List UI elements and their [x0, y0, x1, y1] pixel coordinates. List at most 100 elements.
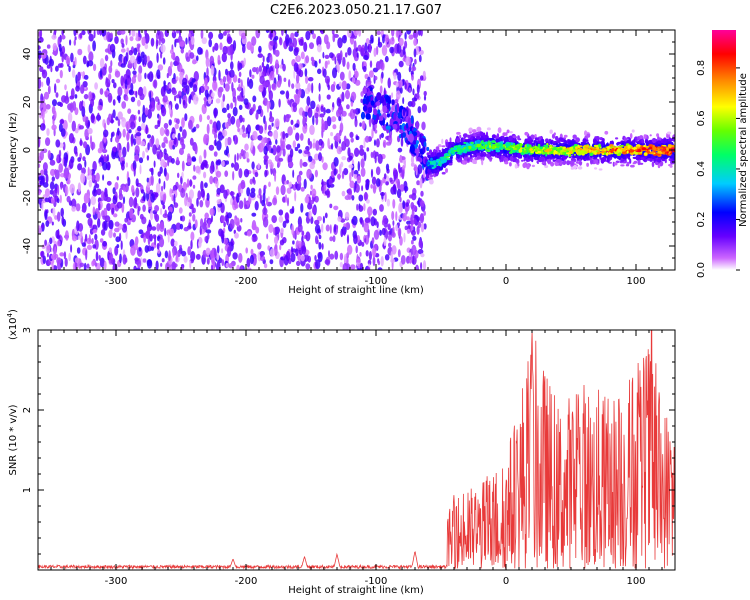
heatmap-cell	[83, 262, 87, 270]
heatmap-cell	[309, 200, 314, 205]
heatmap-cell	[517, 152, 522, 159]
heatmap-cell	[631, 129, 635, 133]
heatmap-cell	[118, 149, 122, 158]
heatmap-cell	[406, 216, 410, 221]
heatmap-cell	[65, 55, 71, 65]
heatmap-cell	[149, 90, 152, 102]
heatmap-cell	[273, 129, 279, 141]
heatmap-cell	[133, 47, 138, 56]
heatmap-cell	[153, 160, 156, 168]
heatmap-cell	[274, 226, 280, 235]
heatmap-cell	[261, 199, 265, 207]
heatmap-cell	[131, 185, 135, 194]
heatmap-cell	[382, 105, 388, 114]
heatmap-cell	[92, 229, 98, 234]
heatmap-cell	[259, 252, 264, 258]
heatmap-cell	[499, 151, 502, 157]
heatmap-cell	[250, 248, 254, 256]
heatmap-cell	[307, 83, 312, 92]
heatmap-cell	[582, 138, 587, 143]
heatmap-cell	[362, 98, 366, 105]
heatmap-cell	[190, 36, 195, 45]
heatmap-cell	[103, 260, 107, 270]
heatmap-cell	[413, 48, 417, 58]
heatmap-cell	[112, 264, 116, 270]
heatmap-cell	[246, 41, 252, 51]
heatmap-cell	[295, 248, 299, 257]
heatmap-cell	[91, 238, 94, 245]
heatmap-cell	[233, 200, 236, 206]
heatmap-cell	[227, 136, 232, 146]
heatmap-cell	[293, 94, 297, 100]
heatmap-cell	[192, 59, 197, 65]
heatmap-cell	[333, 205, 339, 211]
heatmap-cell	[118, 193, 124, 201]
heatmap-cell	[586, 133, 591, 138]
heatmap-cell	[366, 199, 370, 204]
heatmap-cell	[112, 187, 116, 195]
heatmap-cell	[145, 230, 150, 239]
heatmap-cell	[240, 218, 243, 223]
heatmap-cell	[345, 222, 351, 231]
heatmap-cell	[215, 170, 222, 178]
heatmap-cell	[274, 243, 278, 250]
heatmap-cell	[244, 143, 249, 151]
heatmap-cell	[52, 99, 57, 107]
heatmap-cell	[363, 221, 369, 233]
heatmap-cell	[243, 98, 249, 106]
heatmap-cell	[181, 250, 187, 257]
heatmap-cell	[626, 153, 631, 158]
heatmap-cell	[208, 31, 214, 40]
heatmap-cell	[394, 99, 399, 104]
heatmap-cell	[411, 192, 417, 201]
heatmap-cell	[630, 164, 635, 168]
heatmap-cell	[569, 140, 575, 146]
heatmap-cell	[298, 69, 304, 78]
heatmap-cell	[476, 131, 480, 135]
heatmap-cell	[68, 65, 71, 73]
heatmap-cell	[59, 69, 63, 79]
heatmap-cell	[398, 37, 404, 47]
heatmap-cell	[397, 178, 401, 190]
heatmap-cell	[126, 132, 130, 142]
heatmap-cell	[402, 200, 406, 210]
heatmap-cell	[108, 247, 113, 253]
heatmap-cell	[59, 62, 64, 68]
heatmap-cell	[108, 253, 112, 264]
heatmap-cell	[241, 149, 244, 155]
heatmap-cell	[279, 37, 283, 46]
heatmap-cell	[318, 152, 322, 162]
heatmap-cell	[216, 187, 221, 195]
heatmap-cell	[77, 71, 81, 82]
heatmap-cell	[233, 134, 238, 145]
heatmap-cell	[420, 262, 423, 270]
heatmap-cell	[566, 160, 571, 166]
heatmap-cell	[86, 244, 93, 250]
heatmap-cell	[644, 155, 648, 158]
heatmap-cell	[423, 169, 426, 179]
heatmap-cell	[300, 51, 305, 60]
heatmap-cell	[88, 51, 94, 62]
heatmap-cell	[365, 113, 371, 120]
heatmap-cell	[373, 229, 380, 240]
heatmap-cell	[150, 246, 154, 251]
heatmap-cell	[307, 107, 313, 118]
heatmap-cell	[87, 44, 91, 53]
heatmap-cell	[128, 196, 134, 208]
heatmap-cell	[309, 42, 314, 50]
heatmap-cell	[159, 166, 163, 174]
heatmap-cell	[341, 80, 347, 91]
heatmap-cell	[174, 103, 179, 110]
heatmap-cell	[310, 56, 314, 62]
heatmap-cell	[547, 151, 550, 155]
heatmap-cell	[326, 188, 330, 199]
heatmap-cell	[263, 184, 267, 190]
heatmap-cell	[388, 242, 392, 248]
heatmap-cell	[38, 45, 41, 51]
heatmap-cell	[292, 37, 298, 48]
heatmap-cell	[86, 263, 90, 269]
heatmap-cell	[79, 32, 83, 39]
heatmap-cell	[402, 132, 407, 138]
heatmap-cell	[82, 156, 86, 162]
heatmap-cell	[323, 34, 329, 45]
